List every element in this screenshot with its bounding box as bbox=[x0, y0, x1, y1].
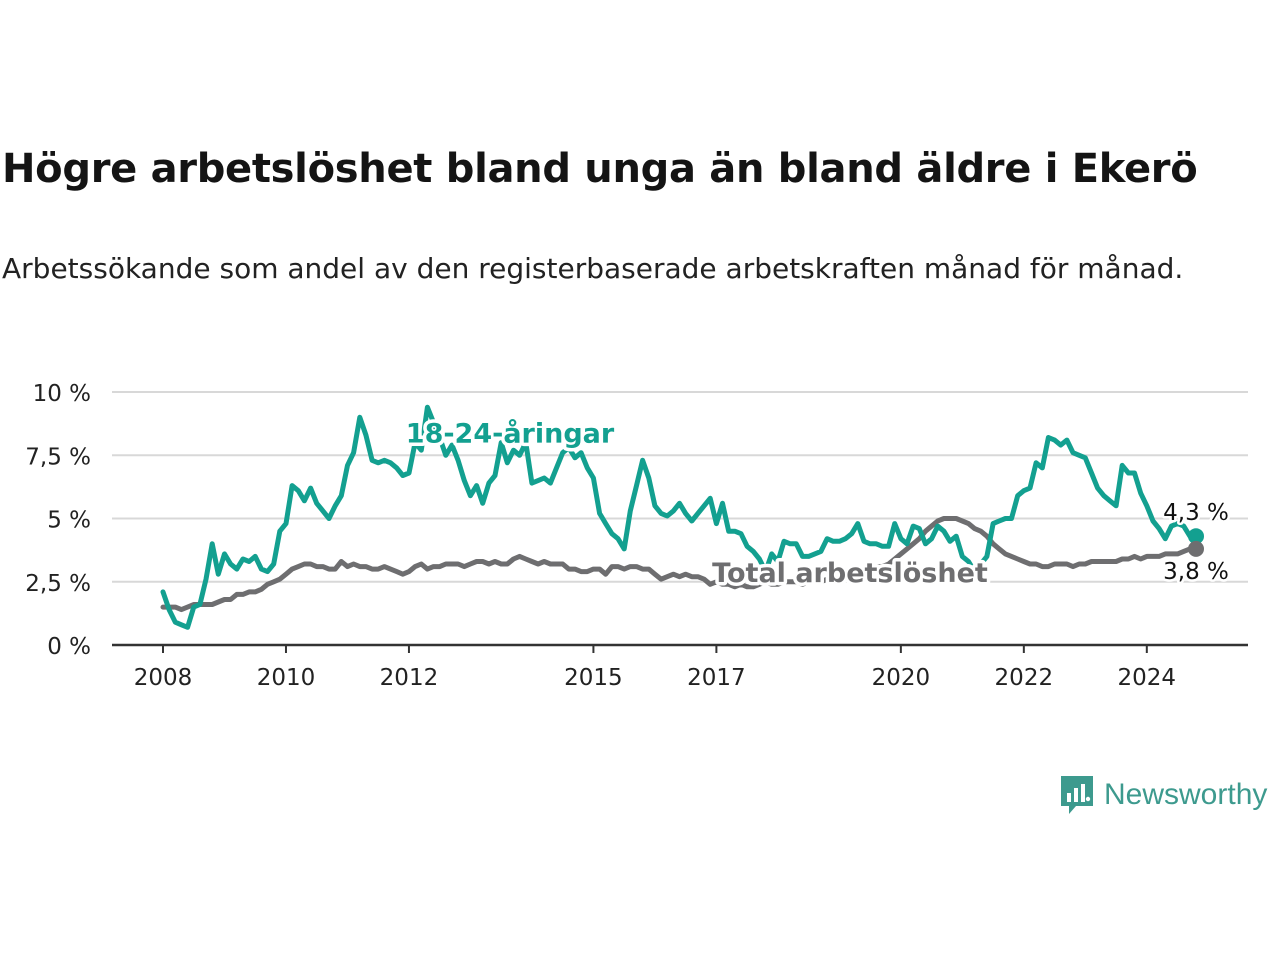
chart-subtitle: Arbetssökande som andel av den registerb… bbox=[2, 252, 1184, 285]
x-tick-label: 2015 bbox=[564, 665, 623, 691]
y-tick-label: 5 % bbox=[47, 508, 91, 534]
x-tick-label: 2010 bbox=[257, 665, 316, 691]
x-tick-label: 2024 bbox=[1118, 665, 1177, 691]
newsworthy-logo-icon bbox=[1061, 776, 1093, 814]
x-tick-label: 2012 bbox=[380, 665, 439, 691]
chart-title: Högre arbetslöshet bland unga än bland ä… bbox=[2, 146, 1198, 192]
series-line-0 bbox=[160, 404, 1199, 630]
series-label: Total arbetslöshet bbox=[712, 558, 988, 589]
x-tick-label: 2008 bbox=[134, 665, 193, 691]
brand-logo: Newsworthy bbox=[1058, 770, 1267, 820]
series-label: 18-24-åringar bbox=[406, 418, 615, 450]
series-end-point bbox=[1188, 528, 1204, 545]
series-end-point bbox=[1188, 540, 1204, 557]
x-tick-label: 2020 bbox=[872, 665, 931, 691]
y-tick-label: 0 % bbox=[47, 634, 91, 660]
x-tick-label: 2017 bbox=[687, 665, 746, 691]
end-value-label: 4,3 % bbox=[1163, 500, 1229, 526]
y-tick-label: 10 % bbox=[33, 381, 91, 407]
brand-name: Newsworthy bbox=[1104, 778, 1268, 811]
end-value-label: 3,8 % bbox=[1163, 559, 1229, 585]
y-tick-label: 2,5 % bbox=[25, 571, 91, 597]
x-tick-label: 2022 bbox=[995, 665, 1054, 691]
y-tick-label: 7,5 % bbox=[25, 444, 91, 470]
line-chart: 0 % 2,5 % 5 % 7,5 % 10 % 2008 2010 2012 2015 2017… bbox=[25, 381, 1248, 691]
series-line-1 bbox=[160, 516, 1199, 613]
